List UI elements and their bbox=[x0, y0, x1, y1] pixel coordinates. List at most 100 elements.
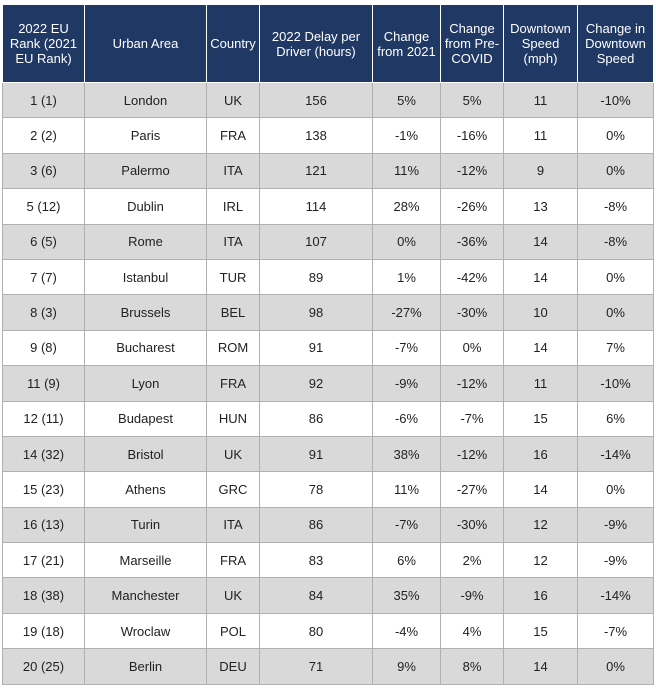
table-row: 20 (25) Berlin DEU 71 9% 8% 14 0% bbox=[2, 648, 654, 685]
table-cell: 91 bbox=[259, 435, 373, 473]
table-cell: 6% bbox=[577, 400, 654, 437]
table-cell: -27% bbox=[440, 471, 504, 508]
table-cell: ROM bbox=[206, 329, 260, 367]
table-cell: 6% bbox=[372, 542, 441, 579]
table-cell: Istanbul bbox=[84, 258, 207, 296]
table-row: 3 (6) Palermo ITA 121 11% -12% 9 0% bbox=[2, 152, 654, 190]
table-cell: GRC bbox=[206, 471, 260, 508]
table-cell: IRL bbox=[206, 188, 260, 225]
table-cell: 0% bbox=[577, 258, 654, 296]
table-row: 8 (3) Brussels BEL 98 -27% -30% 10 0% bbox=[2, 294, 654, 331]
table-cell: Berlin bbox=[84, 648, 207, 685]
table-cell: -9% bbox=[577, 542, 654, 579]
table-row: 16 (13) Turin ITA 86 -7% -30% 12 -9% bbox=[2, 506, 654, 544]
table-header: 2022 EU Rank (2021 EU Rank) Urban Area Cou… bbox=[2, 4, 654, 83]
table-cell: 156 bbox=[259, 81, 373, 119]
table-cell: UK bbox=[206, 81, 260, 119]
table-cell: -8% bbox=[577, 188, 654, 225]
table-cell: 121 bbox=[259, 152, 373, 190]
table-cell: -9% bbox=[577, 506, 654, 544]
table-cell: 14 bbox=[503, 329, 578, 367]
table-row: 15 (23) Athens GRC 78 11% -27% 14 0% bbox=[2, 471, 654, 508]
table-cell: 1 (1) bbox=[2, 81, 85, 119]
table-cell: 12 bbox=[503, 506, 578, 544]
table-body: 1 (1) London UK 156 5% 5% 11 -10% 2 (2) Paris FRA 1… bbox=[2, 81, 654, 685]
table-cell: Lyon bbox=[84, 365, 207, 402]
header-cell: Country bbox=[206, 4, 260, 83]
table-cell: 5 (12) bbox=[2, 188, 85, 225]
table-row: 14 (32) Bristol UK 91 38% -12% 16 -14% bbox=[2, 435, 654, 473]
table-cell: 9 bbox=[503, 152, 578, 190]
table-cell: -9% bbox=[440, 577, 504, 614]
table-cell: 8% bbox=[440, 648, 504, 685]
congestion-table: 2022 EU Rank (2021 EU Rank) Urban Area Cou… bbox=[2, 4, 654, 685]
table-cell: 2 (2) bbox=[2, 117, 85, 154]
table-cell: 12 (11) bbox=[2, 400, 85, 437]
table-cell: 12 bbox=[503, 542, 578, 579]
table-cell: Palermo bbox=[84, 152, 207, 190]
table-cell: FRA bbox=[206, 542, 260, 579]
table-cell: ITA bbox=[206, 223, 260, 260]
table-cell: 16 bbox=[503, 435, 578, 473]
table-cell: 11 bbox=[503, 117, 578, 154]
table-row: 1 (1) London UK 156 5% 5% 11 -10% bbox=[2, 81, 654, 119]
table-cell: 16 (13) bbox=[2, 506, 85, 544]
table-cell: -12% bbox=[440, 435, 504, 473]
table-cell: -36% bbox=[440, 223, 504, 260]
table-cell: 11 (9) bbox=[2, 365, 85, 402]
table-row: 9 (8) Bucharest ROM 91 -7% 0% 14 7% bbox=[2, 329, 654, 367]
table-cell: FRA bbox=[206, 365, 260, 402]
table-cell: Dublin bbox=[84, 188, 207, 225]
table-cell: DEU bbox=[206, 648, 260, 685]
table-cell: 2% bbox=[440, 542, 504, 579]
table-cell: BEL bbox=[206, 294, 260, 331]
table-cell: 114 bbox=[259, 188, 373, 225]
table-cell: -6% bbox=[372, 400, 441, 437]
table-cell: 0% bbox=[577, 294, 654, 331]
table-cell: 15 bbox=[503, 400, 578, 437]
table-cell: UK bbox=[206, 435, 260, 473]
table-cell: Paris bbox=[84, 117, 207, 154]
table-cell: 14 bbox=[503, 648, 578, 685]
table-cell: Turin bbox=[84, 506, 207, 544]
table-cell: POL bbox=[206, 612, 260, 650]
header-cell: Change in Downtown Speed bbox=[577, 4, 654, 83]
table-cell: 8 (3) bbox=[2, 294, 85, 331]
header-cell: Urban Area bbox=[84, 4, 207, 83]
table-row: 17 (21) Marseille FRA 83 6% 2% 12 -9% bbox=[2, 542, 654, 579]
table-cell: HUN bbox=[206, 400, 260, 437]
table-cell: Athens bbox=[84, 471, 207, 508]
table-row: 5 (12) Dublin IRL 114 28% -26% 13 -8% bbox=[2, 188, 654, 225]
header-cell: 2022 EU Rank (2021 EU Rank) bbox=[2, 4, 85, 83]
table-cell: -7% bbox=[372, 329, 441, 367]
table-cell: 14 bbox=[503, 223, 578, 260]
header-cell: 2022 Delay per Driver (hours) bbox=[259, 4, 373, 83]
table-cell: 19 (18) bbox=[2, 612, 85, 650]
table-cell: -7% bbox=[577, 612, 654, 650]
table-cell: -9% bbox=[372, 365, 441, 402]
table-cell: 5% bbox=[372, 81, 441, 119]
table-cell: Marseille bbox=[84, 542, 207, 579]
table-cell: -12% bbox=[440, 365, 504, 402]
table-cell: Wroclaw bbox=[84, 612, 207, 650]
table-row: 6 (5) Rome ITA 107 0% -36% 14 -8% bbox=[2, 223, 654, 260]
table-cell: -42% bbox=[440, 258, 504, 296]
table-cell: 15 (23) bbox=[2, 471, 85, 508]
table-cell: -1% bbox=[372, 117, 441, 154]
table-cell: 11% bbox=[372, 152, 441, 190]
table-cell: 11 bbox=[503, 81, 578, 119]
table-cell: -14% bbox=[577, 577, 654, 614]
table-cell: 71 bbox=[259, 648, 373, 685]
table-cell: 5% bbox=[440, 81, 504, 119]
table-cell: 14 bbox=[503, 471, 578, 508]
table-cell: Bristol bbox=[84, 435, 207, 473]
table-cell: 9 (8) bbox=[2, 329, 85, 367]
table-row: 11 (9) Lyon FRA 92 -9% -12% 11 -10% bbox=[2, 365, 654, 402]
table-cell: 98 bbox=[259, 294, 373, 331]
table-cell: Rome bbox=[84, 223, 207, 260]
table-cell: 6 (5) bbox=[2, 223, 85, 260]
table-row: 7 (7) Istanbul TUR 89 1% -42% 14 0% bbox=[2, 258, 654, 296]
table-cell: 0% bbox=[577, 152, 654, 190]
table-cell: -7% bbox=[372, 506, 441, 544]
